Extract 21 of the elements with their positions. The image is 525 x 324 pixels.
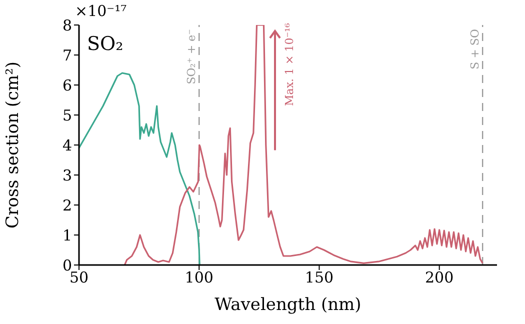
annotation: Max. 1 × 10⁻¹⁶ — [283, 23, 296, 106]
ref-line-label: SO₂⁺ + e⁻ — [185, 28, 198, 84]
x-axis-title: Wavelength (nm) — [214, 295, 362, 315]
y-axis-title: Cross section (cm²) — [3, 61, 24, 229]
y-tick-label: 1 — [62, 226, 72, 244]
x-tick-label: 150 — [304, 268, 334, 287]
y-tick-label: 6 — [62, 76, 72, 94]
x-tick-label: 50 — [69, 268, 89, 287]
y-tick-label: 0 — [62, 256, 72, 274]
y-tick-label: 5 — [62, 106, 72, 124]
ref-line-label: S + SO — [468, 29, 482, 70]
text: ×10⁻¹⁷ — [75, 2, 127, 20]
x-tick-label: 200 — [425, 268, 454, 287]
x-tick-label: 100 — [184, 268, 214, 287]
y-tick-label: 2 — [62, 196, 72, 214]
y-tick-label: 3 — [62, 166, 72, 184]
line-series — [124, 25, 484, 265]
y-tick-label: 8 — [62, 16, 72, 34]
chart-title: SO₂ — [87, 33, 124, 55]
y-tick-label: 4 — [62, 136, 72, 154]
y-tick-label: 7 — [62, 46, 72, 64]
